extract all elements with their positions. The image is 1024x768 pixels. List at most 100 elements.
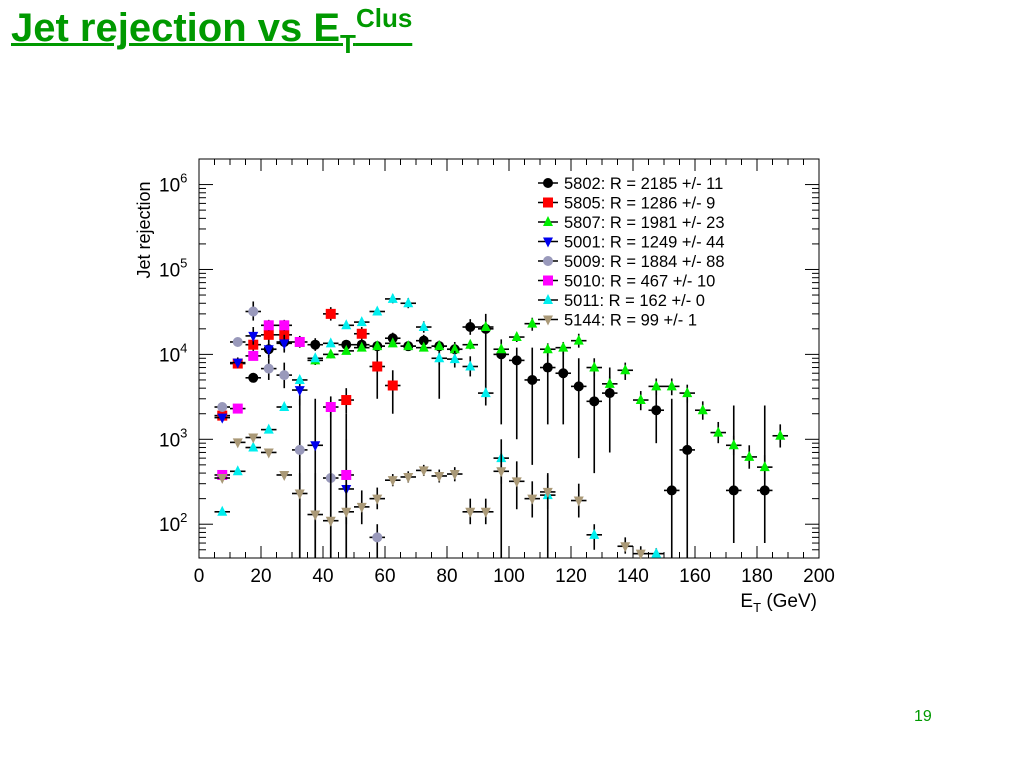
legend-label: 5144: R = 99 +/- 1 bbox=[564, 312, 697, 330]
y-tick-label: 106 bbox=[159, 171, 187, 197]
legend-entry: 5001: R = 1249 +/- 44 bbox=[538, 234, 725, 252]
data-point bbox=[509, 347, 525, 440]
title-main: Jet rejection vs E bbox=[11, 6, 341, 50]
marker bbox=[279, 339, 290, 350]
data-point bbox=[323, 337, 339, 348]
data-point bbox=[338, 319, 354, 330]
data-point bbox=[276, 362, 292, 389]
data-point bbox=[493, 343, 509, 355]
data-point bbox=[338, 483, 354, 558]
marker bbox=[263, 329, 274, 340]
data-point bbox=[726, 405, 742, 544]
data-point bbox=[230, 465, 246, 476]
legend-entry: 5805: R = 1286 +/- 9 bbox=[538, 195, 715, 213]
marker bbox=[232, 465, 243, 476]
data-point bbox=[276, 334, 292, 353]
marker bbox=[248, 331, 259, 342]
page-number: 19 bbox=[914, 708, 932, 725]
legend: 5802: R = 2185 +/- 11 5805: R = 1286 +/- … bbox=[538, 175, 725, 330]
data-point bbox=[679, 384, 695, 403]
data-point bbox=[354, 327, 370, 341]
marker bbox=[263, 345, 274, 356]
marker bbox=[682, 387, 693, 398]
marker bbox=[341, 507, 352, 518]
marker bbox=[294, 386, 305, 397]
marker bbox=[217, 505, 228, 516]
data-point bbox=[323, 307, 339, 321]
data-point bbox=[338, 388, 354, 414]
marker bbox=[418, 321, 429, 332]
marker bbox=[480, 387, 491, 398]
marker bbox=[697, 404, 708, 415]
marker bbox=[263, 320, 274, 331]
legend-marker bbox=[543, 294, 553, 304]
data-point bbox=[276, 319, 292, 331]
data-point bbox=[261, 358, 277, 380]
data-point bbox=[323, 473, 339, 558]
x-tick-label: 160 bbox=[679, 566, 711, 587]
marker bbox=[465, 360, 476, 371]
data-point bbox=[509, 331, 525, 342]
marker bbox=[232, 336, 243, 347]
data-point bbox=[214, 413, 230, 424]
legend-label: 5805: R = 1286 +/- 9 bbox=[564, 195, 715, 213]
marker bbox=[465, 322, 476, 333]
marker bbox=[217, 402, 228, 413]
data-point bbox=[385, 292, 401, 304]
marker bbox=[248, 433, 259, 444]
data-point bbox=[400, 297, 416, 309]
data-point bbox=[276, 401, 292, 412]
marker bbox=[263, 363, 274, 374]
marker bbox=[279, 470, 290, 481]
marker bbox=[651, 405, 662, 416]
marker bbox=[527, 494, 538, 505]
data-point bbox=[664, 378, 680, 396]
marker bbox=[372, 494, 383, 505]
marker bbox=[434, 471, 445, 482]
data-point bbox=[354, 490, 370, 525]
data-point bbox=[524, 347, 540, 465]
data-point bbox=[261, 340, 277, 359]
data-point bbox=[633, 546, 649, 560]
marker bbox=[403, 472, 414, 483]
marker bbox=[263, 448, 274, 459]
marker bbox=[589, 396, 600, 407]
x-axis-label-unit: (GeV) bbox=[761, 591, 817, 612]
marker bbox=[527, 374, 538, 385]
marker bbox=[558, 341, 569, 352]
legend-marker bbox=[543, 256, 553, 266]
marker bbox=[341, 395, 352, 406]
y-tick-label: 105 bbox=[159, 255, 187, 281]
marker bbox=[480, 321, 491, 332]
y-tick-label: 102 bbox=[159, 510, 187, 536]
legend-label: 5001: R = 1249 +/- 44 bbox=[564, 234, 725, 252]
data-point bbox=[726, 435, 742, 456]
x-tick-label: 120 bbox=[555, 566, 587, 587]
marker bbox=[651, 547, 662, 558]
data-point bbox=[276, 470, 292, 481]
marker bbox=[620, 364, 631, 375]
y-tick-label: 103 bbox=[159, 425, 187, 451]
marker bbox=[372, 361, 383, 372]
data-point bbox=[540, 347, 556, 425]
marker bbox=[542, 362, 553, 373]
legend-marker bbox=[543, 237, 553, 248]
series-5 bbox=[214, 319, 354, 525]
series-7 bbox=[214, 433, 649, 560]
legend-entry: 5009: R = 1884 +/- 88 bbox=[538, 253, 725, 271]
marker bbox=[449, 353, 460, 364]
data-point bbox=[385, 337, 401, 348]
marker bbox=[310, 441, 321, 452]
data-point bbox=[571, 333, 587, 348]
data-point bbox=[230, 357, 246, 369]
data-point bbox=[462, 356, 478, 377]
marker bbox=[728, 485, 739, 496]
data-point bbox=[354, 341, 370, 352]
x-tick-label: 40 bbox=[312, 566, 333, 587]
data-point bbox=[214, 474, 230, 485]
marker bbox=[465, 507, 476, 518]
data-point bbox=[648, 378, 664, 396]
marker bbox=[325, 337, 336, 348]
data-point bbox=[400, 471, 416, 483]
legend-marker bbox=[543, 197, 553, 208]
